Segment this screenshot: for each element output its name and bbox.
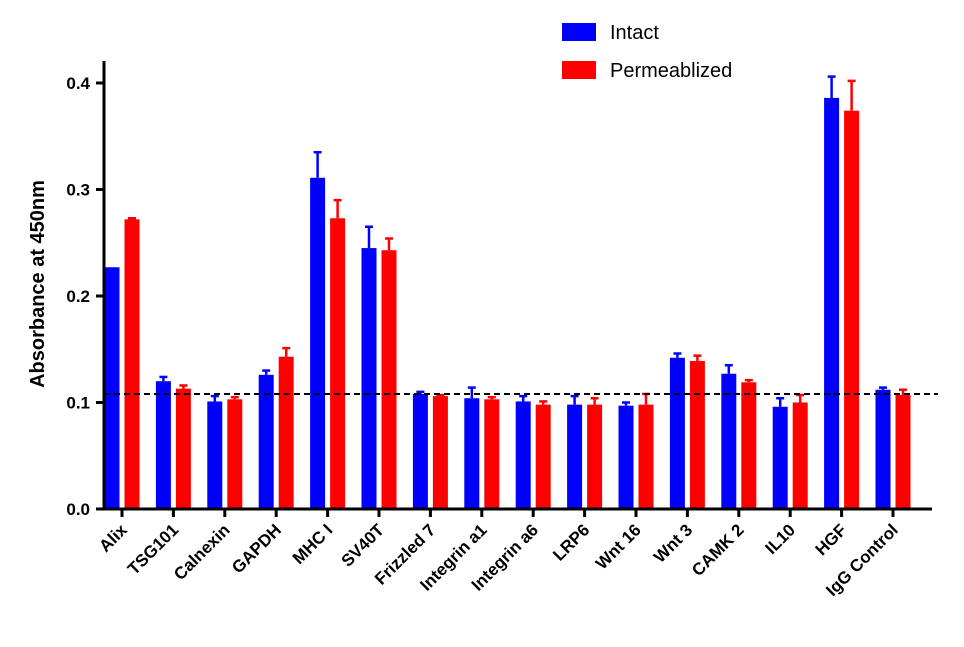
bar-permeablized: [330, 218, 346, 509]
legend-swatch-intact: [562, 23, 596, 41]
bars-group: [104, 97, 911, 509]
y-tick-label: 0.1: [66, 394, 90, 413]
y-tick-label: 0.4: [66, 74, 90, 93]
bar-permeablized: [535, 404, 551, 509]
error-bars-group: [128, 75, 907, 407]
axes-group: [102, 61, 932, 511]
bar-intact: [104, 267, 120, 509]
x-tick-label: Wnt 3: [650, 520, 696, 566]
bar-permeablized: [638, 404, 654, 509]
bar-permeablized: [741, 382, 757, 509]
x-tick-label: Alix: [95, 520, 131, 556]
bar-intact: [772, 406, 788, 509]
y-ticks-group: 0.0 0.1 0.2 0.3 0.4: [66, 74, 104, 519]
bar-intact: [875, 389, 891, 509]
bar-intact: [824, 97, 840, 509]
bar-permeablized: [587, 404, 603, 509]
bar-permeablized: [844, 110, 860, 509]
bar-intact: [361, 248, 377, 509]
bar-intact: [567, 404, 583, 509]
x-tick-label: MHC I: [289, 520, 336, 567]
y-tick-label: 0.0: [66, 500, 90, 519]
y-axis-title: Absorbance at 450nm: [27, 180, 49, 388]
bar-intact: [721, 373, 737, 509]
legend-label-intact: Intact: [610, 22, 659, 44]
bar-permeablized: [278, 356, 294, 509]
bar-intact: [155, 381, 171, 509]
bar-permeablized: [432, 396, 448, 509]
x-tick-label: Wnt 16: [592, 520, 645, 573]
y-tick-label: 0.3: [66, 181, 90, 200]
x-tick-label: Calnexin: [170, 520, 234, 584]
x-tick-label: SV40T: [338, 520, 389, 571]
bar-permeablized: [124, 219, 140, 509]
bar-permeablized: [175, 388, 191, 509]
x-tick-label: HGF: [812, 520, 851, 559]
bar-permeablized: [227, 399, 243, 509]
x-tick-label: GAPDH: [228, 520, 285, 577]
bar-intact: [515, 401, 531, 509]
bar-intact: [412, 393, 428, 509]
bar-intact: [669, 357, 685, 509]
x-tick-label: LRP6: [549, 520, 593, 564]
bar-permeablized: [792, 402, 808, 509]
y-tick-label: 0.2: [66, 287, 90, 306]
bar-intact: [310, 177, 326, 509]
bar-intact: [258, 374, 274, 509]
x-tick-label: IL10: [762, 520, 799, 557]
bar-intact: [618, 405, 634, 509]
bar-intact: [464, 398, 480, 509]
x-tick-label: CAMK 2: [688, 520, 748, 580]
bar-permeablized: [484, 399, 500, 509]
bar-permeablized: [689, 360, 705, 509]
bar-permeablized: [381, 250, 397, 509]
legend-swatch-permeablized: [562, 61, 596, 79]
legend: Intact Permeablized: [562, 22, 732, 82]
legend-label-permeablized: Permeablized: [610, 60, 732, 82]
bar-permeablized: [895, 395, 911, 509]
bar-intact: [207, 401, 223, 509]
